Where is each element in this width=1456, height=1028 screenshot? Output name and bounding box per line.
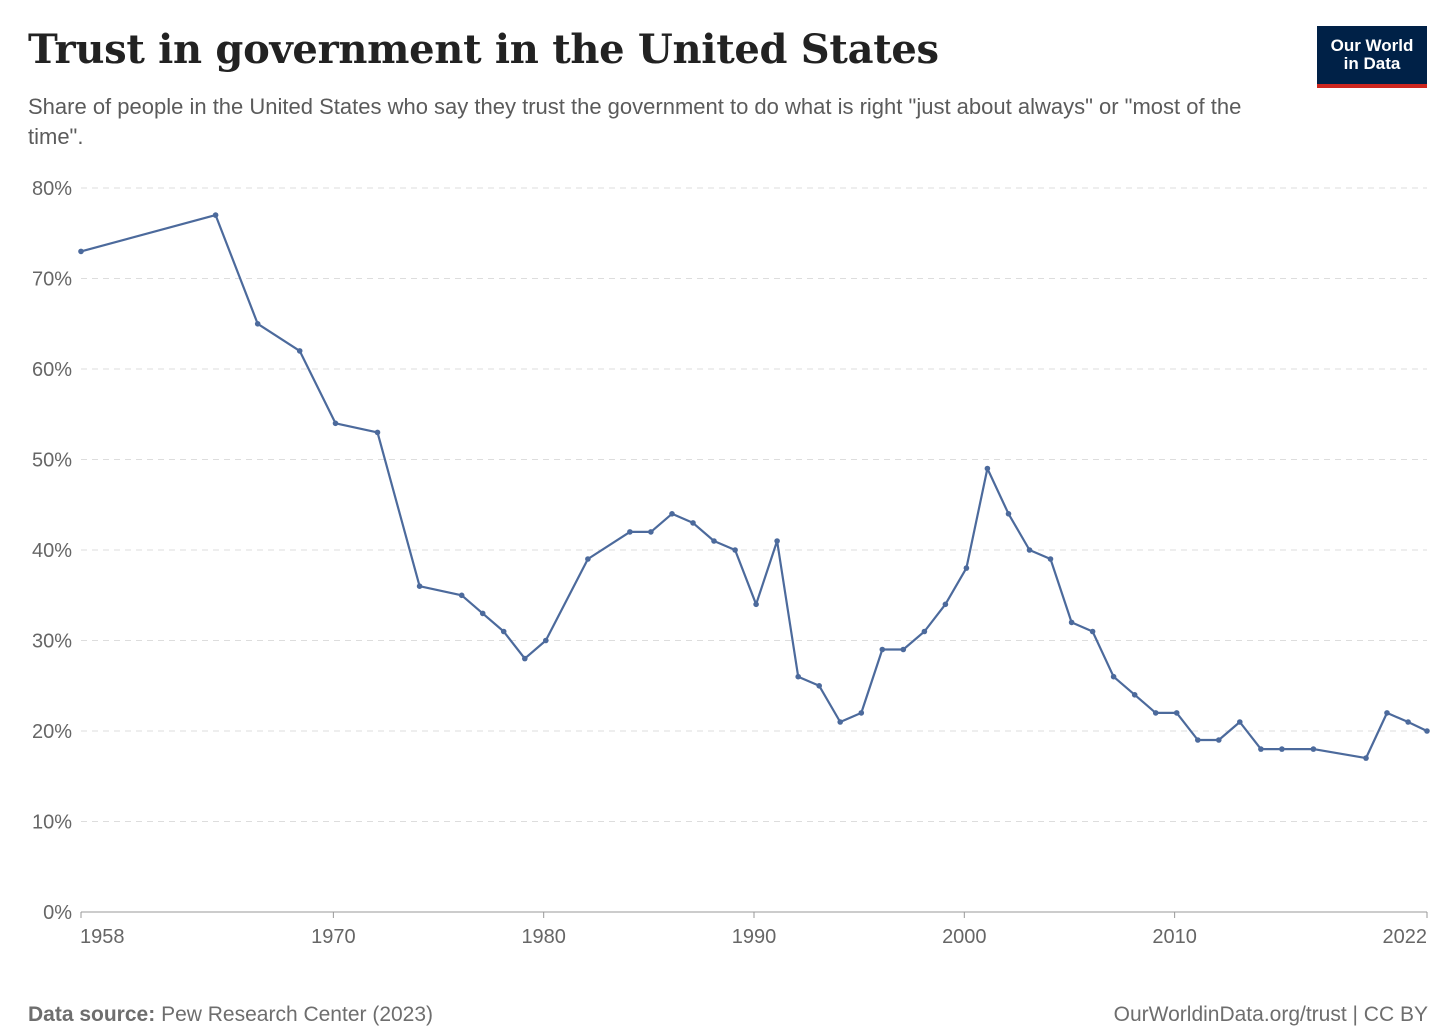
data-point [1279,746,1285,752]
data-point [585,556,591,562]
data-point [374,429,381,436]
x-tick-label: 1958 [80,926,125,948]
data-point [1173,710,1180,716]
data-point [1195,737,1201,743]
x-tick-label: 2010 [1152,926,1197,948]
y-tick-label: 10% [32,812,72,834]
data-point [732,547,738,553]
owid-logo[interactable]: Our World in Data [1317,26,1427,88]
data-point [416,583,423,589]
data-point [816,683,822,689]
y-tick-label: 80% [32,178,72,200]
data-point [921,628,928,635]
data-point [1089,628,1096,635]
data-point [458,592,465,599]
data-point [837,719,843,725]
data-source: Data source: Pew Research Center (2023) [28,1003,433,1027]
data-point [1026,547,1033,553]
data-point [711,538,717,544]
y-tick-label: 0% [43,902,72,924]
data-point [1005,511,1012,517]
data-point [900,646,907,653]
data-point [332,420,339,427]
y-tick-label: 20% [32,721,72,743]
data-point [212,212,219,218]
y-tick-label: 40% [32,540,72,562]
data-point [1310,746,1317,752]
data-point [774,538,780,544]
data-point [858,710,865,716]
data-point [543,637,549,644]
data-point [296,348,303,354]
data-point [1363,755,1369,761]
data-point [648,529,654,535]
x-tick-label: 2022 [1383,926,1428,948]
data-point [963,565,970,571]
data-point [522,655,528,662]
data-point [1384,710,1390,716]
logo-line-1: Our World [1330,36,1414,55]
data-point [690,520,696,526]
data-point [1068,619,1075,626]
chart-title: Trust in government in the United States [28,26,939,73]
data-point [1047,556,1054,562]
series-line [79,214,1429,760]
data-point [753,601,759,608]
data-point [1131,692,1138,698]
data-point [984,465,991,472]
source-link[interactable]: OurWorldinData.org/trust | CC BY [1113,1003,1428,1026]
data-point [669,511,675,517]
data-point [879,646,886,653]
x-tick-label: 2000 [942,926,987,948]
data-point [1405,719,1411,725]
data-point [627,529,633,535]
data-point [1216,737,1222,743]
data-point [1152,710,1159,716]
data-point [1424,728,1430,734]
x-tick-label: 1990 [732,926,777,948]
data-point [500,628,507,635]
data-point [1110,673,1117,680]
chart-subtitle: Share of people in the United States who… [28,94,1242,149]
data-point [795,673,801,680]
data-point [942,601,949,608]
y-tick-label: 70% [32,269,72,291]
data-point [1237,719,1243,725]
y-tick-label: 30% [32,631,72,653]
data-point [479,610,486,617]
data-source-text: Pew Research Center (2023) [161,1003,434,1026]
x-tick-label: 1970 [311,926,356,948]
data-point [1258,746,1264,752]
y-tick-label: 60% [32,359,72,381]
data-point [78,248,84,255]
data-point [254,321,261,327]
x-tick-label: 1980 [521,926,566,948]
y-tick-label: 50% [32,450,72,472]
line-chart: 0% 10% 20% 30% 40% 50% 60% 70% 80% 1958 1970 1980 19… [32,178,1430,948]
logo-line-2: in Data [1343,54,1401,73]
data-source-label: Data source: [28,1003,156,1026]
